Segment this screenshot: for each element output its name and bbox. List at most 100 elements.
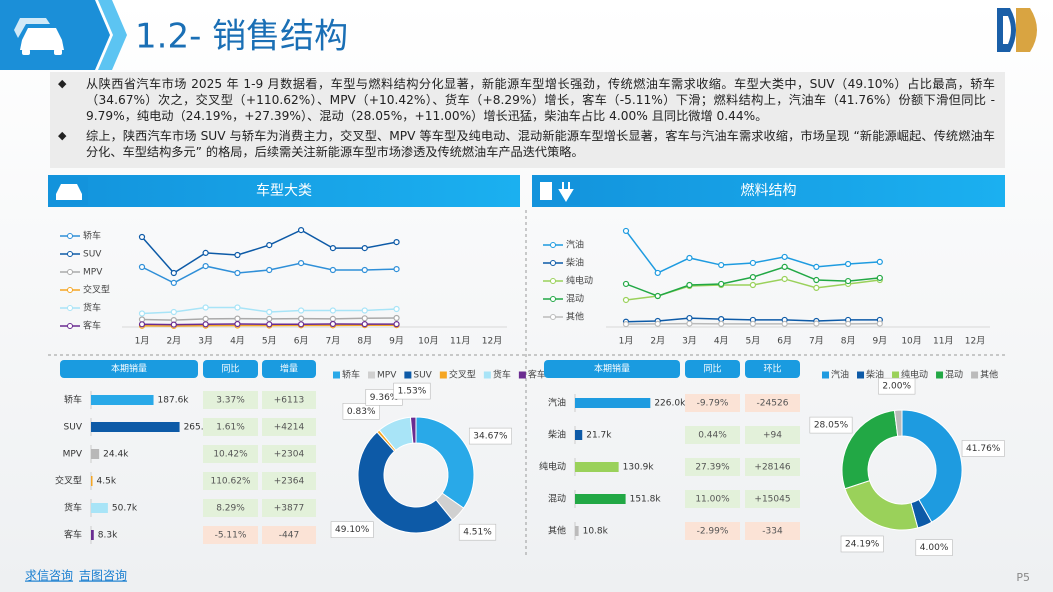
x-tick-label: 3月 [198, 336, 213, 347]
point [138, 310, 146, 317]
legend-label: SUV [413, 371, 432, 381]
data-label-box [458, 523, 497, 541]
bar-value-label: 4.5k [97, 477, 117, 487]
x-tick-label: 10月 [901, 336, 921, 347]
point [844, 260, 852, 268]
legend-label: 柴油 [566, 257, 584, 269]
legend-label: 混动 [945, 370, 963, 381]
point [297, 307, 305, 314]
table-bar [91, 422, 180, 432]
bar-value-label: 24.4k [103, 450, 129, 460]
table-bar [575, 462, 619, 472]
point [876, 258, 883, 265]
x-tick-label: 8月 [357, 336, 372, 347]
column-header [60, 360, 198, 378]
cell-bg [203, 526, 258, 544]
legend-marker [67, 287, 73, 293]
data-label-box [915, 539, 953, 556]
point [170, 269, 177, 277]
point [393, 305, 400, 313]
point [813, 320, 820, 327]
row-label: 其他 [548, 525, 566, 537]
point [781, 253, 788, 261]
table-bar [575, 430, 583, 440]
point [686, 254, 693, 262]
legend-marker [550, 278, 556, 284]
panel-icon-car [50, 177, 88, 205]
legend-swatch [483, 371, 491, 379]
cell-value: 8.29% [216, 504, 245, 514]
data-label: 4.51% [463, 528, 492, 538]
legend-label: 混动 [566, 294, 584, 305]
point [361, 307, 368, 314]
header-chevron [98, 0, 127, 70]
data-label-box [809, 416, 853, 434]
cell-bg [262, 472, 316, 490]
legend-marker [67, 323, 73, 329]
legend-label: 客车 [528, 369, 546, 381]
legend-marker [550, 296, 556, 302]
point [622, 280, 630, 288]
point [266, 321, 273, 328]
legend-marker [550, 260, 556, 266]
point [297, 227, 305, 234]
point [202, 249, 209, 256]
point [876, 274, 883, 282]
point [393, 314, 400, 322]
point [202, 321, 209, 328]
point [844, 320, 852, 327]
legend-label: 汽油 [566, 239, 584, 251]
point [749, 281, 757, 289]
cell-value: 10.42% [213, 450, 248, 460]
panel-icon-fuel [534, 177, 580, 205]
data-label-box [342, 403, 380, 420]
footer-link[interactable]: 吉图咨询 [79, 568, 127, 583]
legend-label: 柴油 [866, 369, 884, 381]
cell-bg [685, 522, 740, 540]
x-tick-label: 1月 [619, 336, 634, 347]
x-tick-label: 9月 [389, 336, 404, 347]
bullet-marker: ◆ [58, 77, 67, 90]
table-bar [91, 395, 154, 405]
x-tick-label: 2月 [166, 336, 181, 347]
point [781, 275, 788, 283]
footer-link[interactable]: 求信咨询 [25, 568, 73, 583]
point [234, 315, 241, 322]
series-line [625, 230, 880, 274]
point [170, 308, 177, 316]
pie-slice [901, 409, 963, 523]
cell-bg [685, 458, 740, 476]
data-label: 24.19% [845, 539, 880, 549]
point [813, 284, 820, 291]
point [297, 315, 305, 322]
legend-swatch [971, 371, 979, 379]
point [749, 274, 757, 281]
bar-value-label: 50.7k [112, 504, 138, 514]
bar-value-label: 226.0k [654, 399, 686, 409]
page-title: 1.2- 销售结构 [135, 17, 348, 57]
point [393, 321, 400, 328]
bullet-text: 综上，陕西汽车市场 SUV 与轿车为消费主力，交叉型、MPV 等车型及纯电动、混… [86, 129, 995, 159]
data-label: 34.67% [473, 432, 508, 442]
cell-bg [262, 445, 316, 463]
point [266, 315, 273, 322]
point [654, 320, 661, 327]
cell-bg [745, 490, 800, 508]
cell-bg [203, 418, 258, 436]
legend-label: 货车 [83, 302, 101, 314]
cell-bg [745, 394, 800, 412]
legend-swatch [518, 371, 526, 379]
point [686, 281, 693, 289]
cell-value: +15045 [754, 495, 790, 505]
page-number: P5 [1016, 571, 1030, 584]
cell-value: +3877 [274, 504, 304, 514]
point [361, 315, 368, 322]
point [266, 242, 273, 249]
legend-label: 汽油 [831, 369, 849, 381]
x-tick-label: 9月 [872, 336, 887, 347]
column-header [544, 360, 680, 378]
row-label: 轿车 [64, 394, 82, 406]
cell-value: -334 [762, 527, 783, 537]
column-header-label: 增量 [280, 363, 298, 375]
